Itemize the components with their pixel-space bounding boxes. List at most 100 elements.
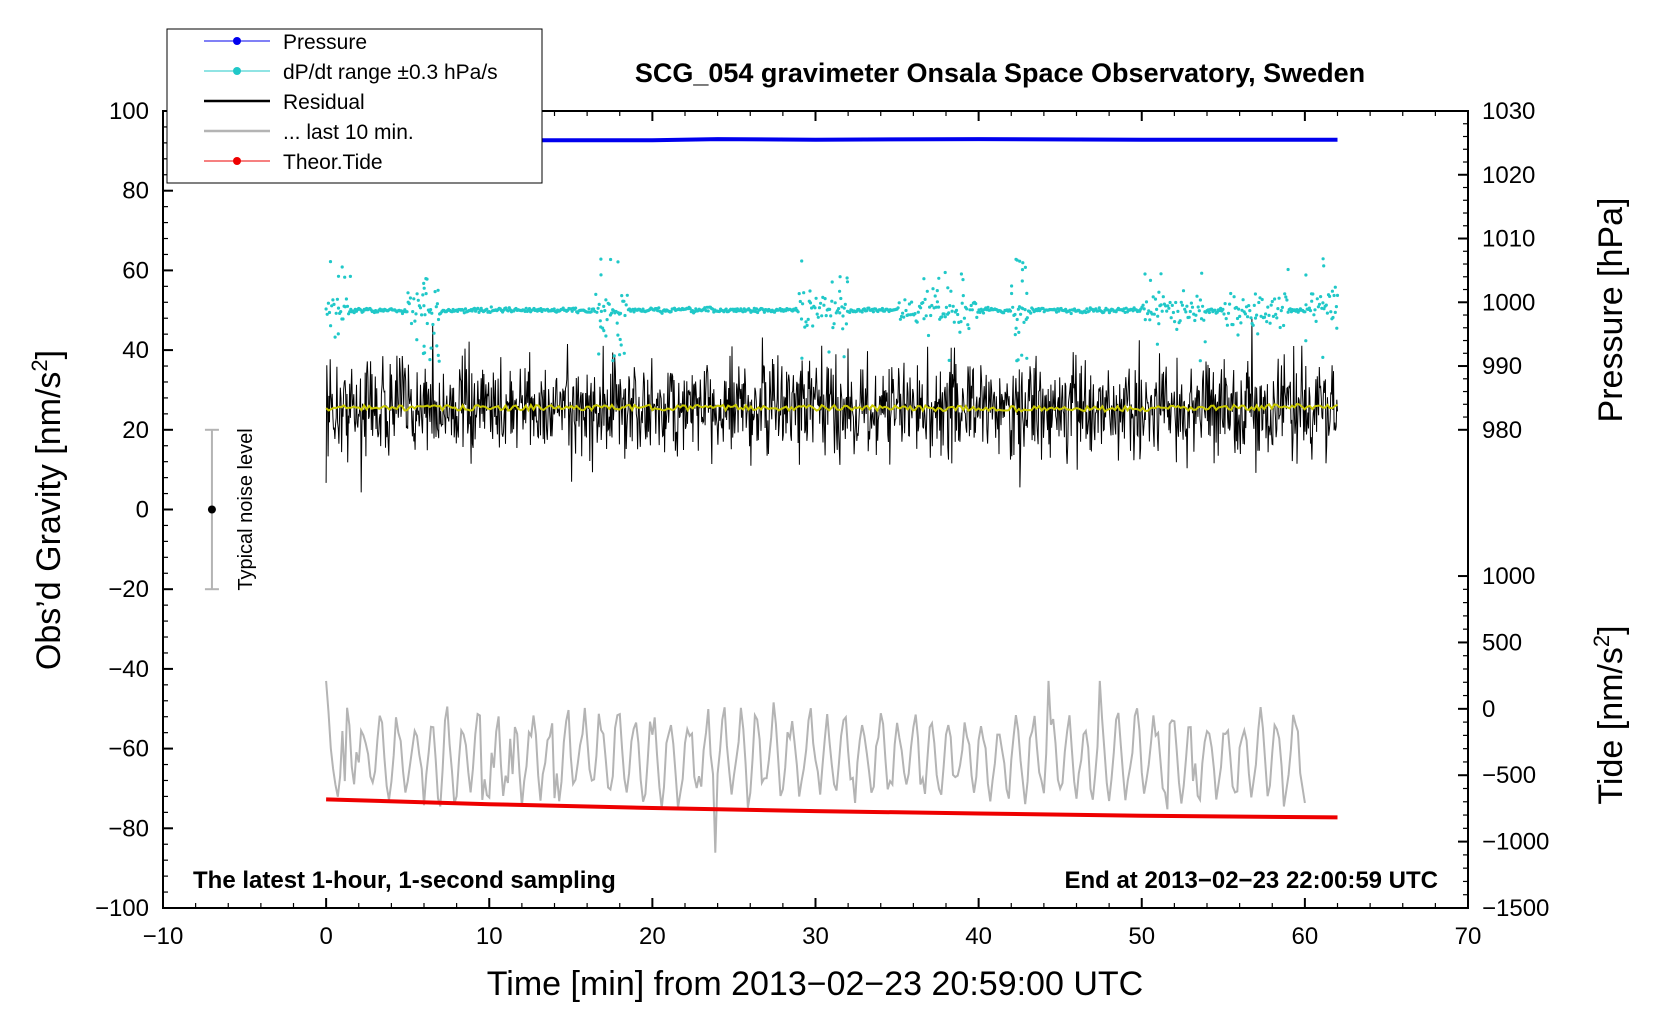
- dpdt-point: [843, 302, 847, 306]
- dpdt-point: [1285, 298, 1289, 302]
- dpdt-point: [1247, 304, 1251, 308]
- dpdt-point: [434, 305, 438, 309]
- dpdt-point: [842, 306, 846, 310]
- dpdt-outlier-point: [1198, 359, 1202, 363]
- dpdt-point: [1087, 309, 1091, 313]
- dpdt-point: [830, 299, 834, 303]
- dpdt-point: [1223, 302, 1227, 306]
- dpdt-point: [1152, 312, 1156, 316]
- dpdt-point: [1286, 310, 1290, 314]
- dpdt-point: [1225, 323, 1229, 327]
- dpdt-point: [1241, 298, 1245, 302]
- dpdt-outlier-point: [328, 260, 333, 264]
- dpdt-outlier-point: [1020, 353, 1024, 357]
- dpdt-point: [903, 298, 907, 302]
- dpdt-outlier-point: [1304, 273, 1308, 277]
- dpdt-point: [430, 311, 434, 315]
- dpdt-outlier-point: [845, 280, 850, 284]
- dpdt-point: [1194, 313, 1198, 317]
- dpdt-outlier-point: [1010, 284, 1014, 288]
- dpdt-outlier-point: [1020, 279, 1024, 283]
- dpdt-point: [1023, 308, 1027, 312]
- dpdt-point: [935, 300, 940, 304]
- dpdt-point: [808, 301, 813, 305]
- dpdt-outlier-point: [406, 291, 410, 295]
- dpdt-point: [833, 301, 837, 305]
- dpdt-point: [940, 315, 944, 319]
- dpdt-outlier-point: [1335, 326, 1339, 330]
- dpdt-outlier-point: [609, 257, 613, 262]
- dpdt-point: [1266, 305, 1270, 309]
- dpdt-point: [810, 306, 814, 310]
- dpdt-point: [599, 309, 604, 313]
- dpdt-point: [345, 304, 350, 308]
- dpdt-outlier-point: [599, 325, 603, 329]
- dpdt-point: [961, 294, 965, 298]
- dpdt-outlier-point: [827, 350, 831, 354]
- dpdt-point: [1246, 315, 1250, 319]
- dpdt-point: [841, 314, 845, 318]
- y-tick-label: −100: [95, 895, 149, 922]
- dpdt-point: [1283, 292, 1287, 296]
- dpdt-point: [924, 314, 928, 318]
- dpdt-point: [339, 310, 343, 314]
- dpdt-outlier-point: [1143, 272, 1147, 276]
- legend-label: Theor.Tide: [283, 151, 383, 174]
- dpdt-point: [803, 325, 807, 329]
- noise-center-dot: [207, 505, 216, 514]
- y-tick-label: −20: [108, 576, 149, 603]
- dpdt-point: [754, 307, 759, 311]
- dpdt-point: [1324, 303, 1328, 307]
- dpdt-point: [819, 301, 823, 305]
- dpdt-point: [1188, 309, 1192, 314]
- dpdt-point: [1144, 300, 1149, 304]
- dpdt-point: [416, 298, 420, 302]
- y-tick-label: 0: [136, 497, 149, 524]
- dpdt-point: [975, 315, 979, 319]
- y-axis-label-tide-close: ]: [1592, 625, 1630, 634]
- dpdt-point: [1085, 307, 1089, 311]
- x-tick-label: −10: [143, 923, 184, 950]
- y-axis-label-tide: Tide [nm/s2]: [1589, 625, 1630, 804]
- dpdt-outlier-point: [612, 354, 616, 358]
- dpdt-point: [552, 307, 556, 311]
- dpdt-point: [485, 307, 489, 311]
- dpdt-point: [603, 309, 607, 313]
- dpdt-point: [1231, 323, 1235, 327]
- dpdt-point: [1179, 300, 1183, 304]
- dpdt-point: [954, 308, 959, 312]
- x-tick-label: 70: [1455, 923, 1482, 950]
- dpdt-point: [904, 308, 908, 313]
- y-axis-label-tide-main: Tide [nm/s: [1592, 647, 1630, 804]
- dpdt-point: [925, 289, 929, 293]
- dpdt-point: [1184, 310, 1188, 314]
- dpdt-point: [943, 315, 947, 319]
- dpdt-point: [418, 306, 423, 310]
- dpdt-point: [1267, 313, 1271, 317]
- dpdt-point: [978, 310, 982, 314]
- dpdt-point: [965, 307, 969, 311]
- dpdt-point: [1224, 317, 1228, 321]
- dpdt-point: [1303, 310, 1307, 314]
- dpdt-outlier-point: [838, 289, 842, 293]
- dpdt-point: [414, 312, 418, 316]
- dpdt-outlier-point: [937, 276, 941, 280]
- dpdt-outlier-point: [1157, 290, 1161, 294]
- dpdt-point: [1222, 312, 1226, 316]
- y-tick-label: −60: [108, 736, 149, 763]
- dpdt-outlier-point: [616, 260, 620, 264]
- dpdt-point: [604, 298, 608, 302]
- dpdt-point: [1274, 312, 1278, 316]
- dpdt-point: [1253, 316, 1258, 320]
- dpdt-point: [1268, 321, 1272, 325]
- tide-tick-label: 500: [1482, 629, 1522, 656]
- dpdt-point: [1008, 309, 1013, 313]
- dpdt-outlier-point: [336, 274, 341, 278]
- dpdt-point: [1255, 313, 1259, 317]
- dpdt-point: [844, 322, 849, 326]
- dpdt-outlier-point: [437, 359, 441, 363]
- dpdt-point: [1260, 297, 1264, 302]
- dpdt-point: [1312, 313, 1316, 317]
- dpdt-point: [607, 302, 611, 306]
- dpdt-point: [1029, 311, 1033, 315]
